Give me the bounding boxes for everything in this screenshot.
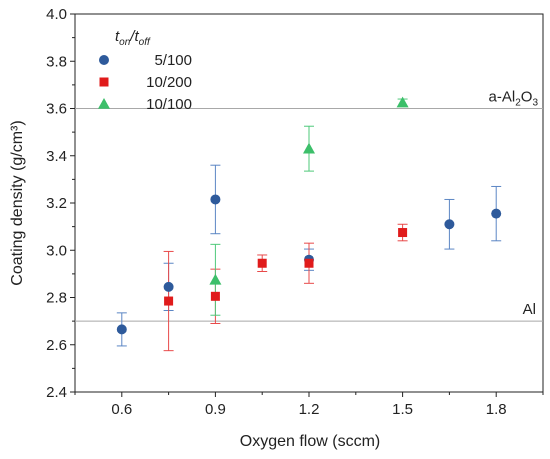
plot-frame <box>74 13 544 393</box>
data-point-square <box>304 258 314 268</box>
y-axis-title: Coating density (g/cm³) <box>9 120 26 285</box>
y-tick-label: 3.8 <box>46 53 67 70</box>
legend-marker-triangle <box>98 98 110 109</box>
data-point-triangle <box>396 96 409 108</box>
legend-title-part: on <box>119 37 131 48</box>
x-axis-title: Oxygen flow (sccm) <box>240 433 380 450</box>
y-tick-label: 3.6 <box>46 101 67 118</box>
data-point-circle <box>444 219 455 230</box>
error-bars <box>116 98 502 352</box>
y-tick-label: 2.6 <box>46 337 67 354</box>
y-tick-label: 3.0 <box>46 242 67 259</box>
ref-label-al: Al <box>523 301 536 318</box>
reference-lines: a-Al2O3 Al <box>75 89 543 322</box>
data-point-circle <box>491 208 502 219</box>
data-point-circle <box>116 324 127 335</box>
y-tick-label: 4.0 <box>46 6 67 23</box>
data-point-square <box>257 258 267 268</box>
x-tick-label: 1.5 <box>392 401 413 418</box>
legend-label: 10/100 <box>146 96 192 113</box>
legend-title-part: t <box>115 28 120 45</box>
legend-title: ton/toff <box>115 28 151 48</box>
y-tick-label: 2.4 <box>46 384 67 401</box>
data-point-square <box>210 291 220 301</box>
legend-label: 10/200 <box>146 74 192 91</box>
ref-label-part: O <box>521 89 533 106</box>
y-tick-label: 2.8 <box>46 290 67 307</box>
legend-marker-square <box>99 77 109 87</box>
x-tick-label: 0.9 <box>205 401 226 418</box>
y-tick-label: 3.2 <box>46 195 67 212</box>
axes: 0.6 0.9 1.2 1.5 1.8 2.4 2.6 2.8 3.0 3.2 3.4 3.6 3.8 4… <box>46 6 544 418</box>
ref-label-part: a-Al <box>489 89 516 106</box>
legend-marker-circle <box>99 55 109 65</box>
data-point-triangle <box>209 273 222 285</box>
x-tick-label: 1.2 <box>299 401 320 418</box>
data-point-circle <box>210 194 221 205</box>
ref-label-alumina: a-Al2O3 <box>489 89 539 109</box>
ref-label-part: 3 <box>532 98 538 109</box>
data-point-square <box>398 228 408 238</box>
x-tick-label: 1.8 <box>486 401 507 418</box>
data-point-triangle <box>303 142 315 154</box>
data-point-square <box>164 296 174 306</box>
y-tick-label: 3.4 <box>46 148 67 165</box>
data-markers <box>116 96 502 335</box>
data-point-circle <box>163 281 174 292</box>
legend-title-part: off <box>139 37 151 48</box>
legend-title-part: /t <box>129 28 139 45</box>
legend-label: 5/100 <box>154 52 192 69</box>
ref-label-part: 2 <box>515 98 521 109</box>
x-tick-label: 0.6 <box>111 401 132 418</box>
